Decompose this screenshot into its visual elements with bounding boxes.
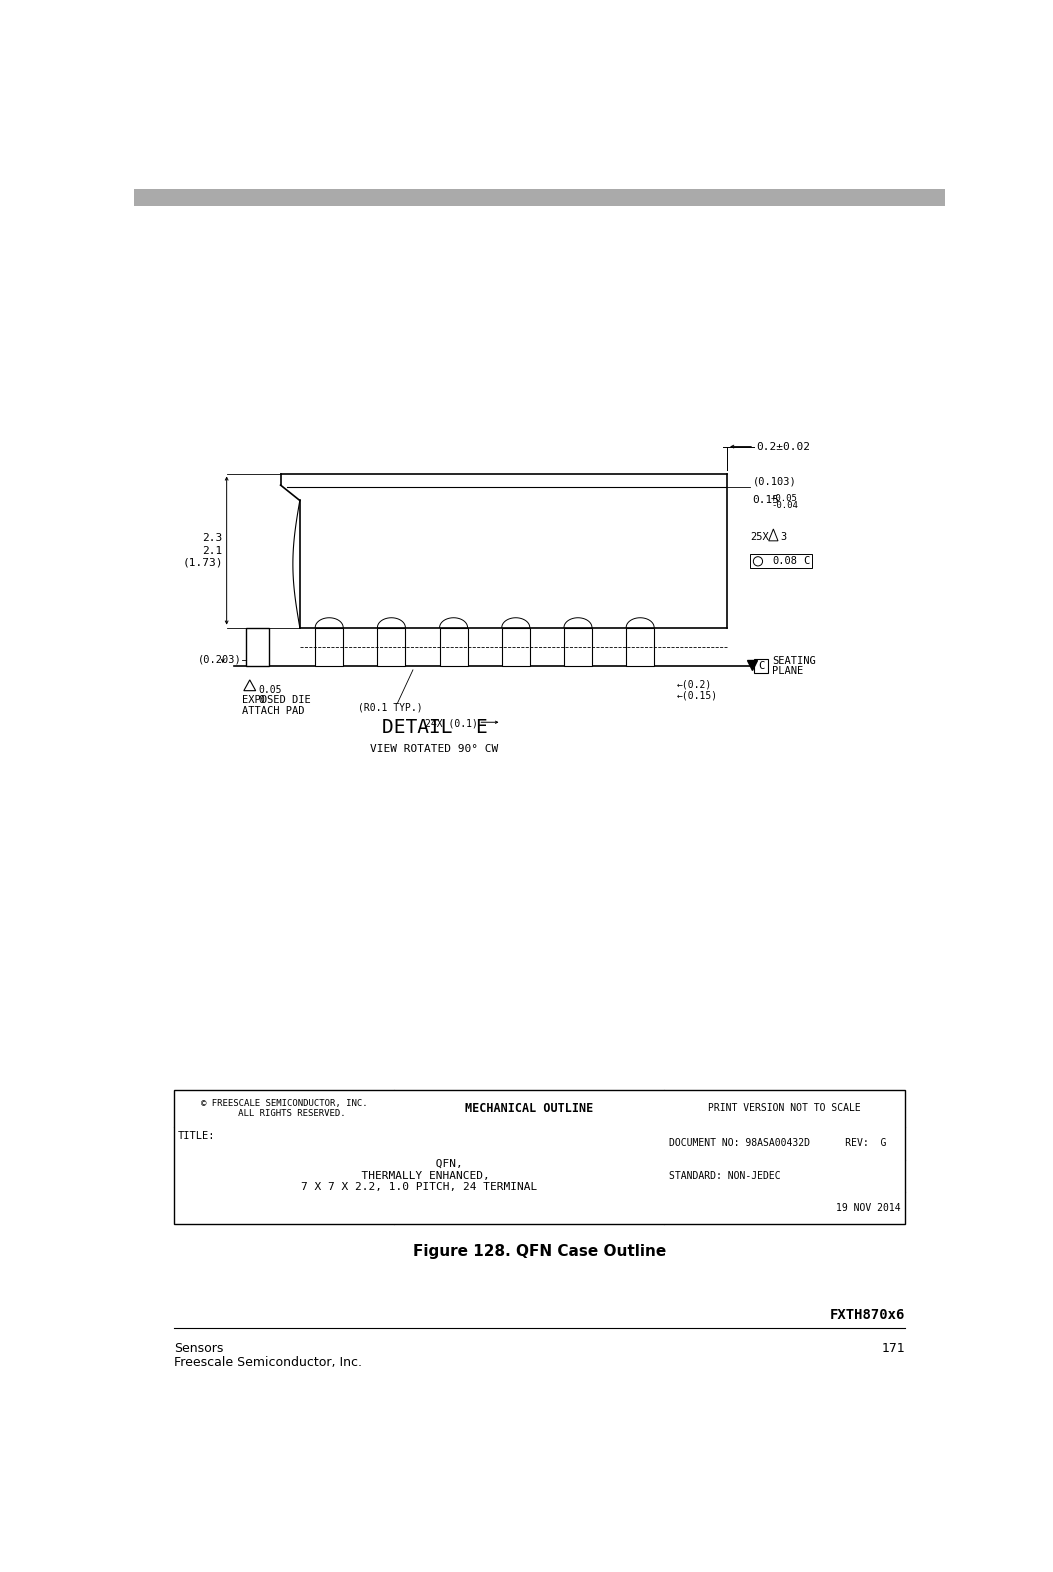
- Text: STANDARD: NON-JEDEC: STANDARD: NON-JEDEC: [669, 1171, 780, 1181]
- Bar: [627, 627, 654, 667]
- Bar: [439, 627, 468, 667]
- Text: TITLE:: TITLE:: [178, 1132, 216, 1141]
- Bar: [502, 627, 530, 667]
- Text: 25X: 25X: [750, 533, 769, 542]
- Bar: [315, 627, 343, 667]
- Text: © FREESCALE SEMICONDUCTOR, INC.
   ALL RIGHTS RESERVED.: © FREESCALE SEMICONDUCTOR, INC. ALL RIGH…: [200, 1099, 367, 1118]
- Text: DETAIL  E: DETAIL E: [381, 718, 488, 737]
- Text: DOCUMENT NO: 98ASA00432D      REV:  G: DOCUMENT NO: 98ASA00432D REV: G: [669, 1138, 886, 1149]
- Bar: [246, 627, 269, 667]
- Text: C: C: [803, 556, 810, 566]
- Bar: [135, 189, 946, 206]
- Text: PLANE: PLANE: [772, 667, 803, 676]
- Text: Figure 128. QFN Case Outline: Figure 128. QFN Case Outline: [413, 1243, 667, 1259]
- Text: MECHANICAL OUTLINE: MECHANICAL OUTLINE: [464, 1102, 593, 1115]
- Text: (R0.1 TYP.): (R0.1 TYP.): [358, 703, 422, 714]
- Text: 24X (0.1): 24X (0.1): [425, 718, 478, 728]
- Text: 3: 3: [780, 533, 787, 542]
- Text: QFN,
  THERMALLY ENHANCED,
7 X 7 X 2.2, 1.0 PITCH, 24 TERMINAL: QFN, THERMALLY ENHANCED, 7 X 7 X 2.2, 1.…: [301, 1159, 537, 1193]
- Text: ←(0.15): ←(0.15): [677, 690, 718, 701]
- Polygon shape: [244, 681, 256, 690]
- Text: 2.3: 2.3: [202, 533, 223, 544]
- Text: 0.08: 0.08: [773, 556, 797, 566]
- Circle shape: [753, 556, 762, 566]
- Bar: [564, 627, 592, 667]
- Bar: [377, 627, 405, 667]
- Text: FXTH870x6: FXTH870x6: [830, 1308, 905, 1322]
- Text: Freescale Semiconductor, Inc.: Freescale Semiconductor, Inc.: [175, 1357, 362, 1369]
- Bar: [750, 555, 812, 567]
- Text: 171: 171: [881, 1342, 905, 1355]
- Text: SEATING: SEATING: [772, 656, 816, 665]
- Text: -0.04: -0.04: [771, 501, 798, 511]
- Text: 0: 0: [258, 695, 264, 704]
- Bar: [175, 1089, 905, 1225]
- Text: C: C: [758, 662, 764, 671]
- Text: +0.05: +0.05: [771, 494, 798, 503]
- Text: Sensors: Sensors: [175, 1342, 223, 1355]
- Text: 0.2±0.02: 0.2±0.02: [756, 442, 811, 451]
- Text: EXPOSED DIE: EXPOSED DIE: [242, 695, 311, 706]
- Text: 19 NOV 2014: 19 NOV 2014: [836, 1203, 900, 1214]
- Text: 2.1: 2.1: [202, 545, 223, 555]
- Polygon shape: [769, 530, 778, 541]
- Text: 0.05: 0.05: [258, 685, 282, 695]
- Text: ←(0.2): ←(0.2): [677, 681, 713, 690]
- Text: 0.15: 0.15: [753, 495, 779, 505]
- Text: (0.103): (0.103): [753, 476, 796, 486]
- Text: VIEW ROTATED 90° CW: VIEW ROTATED 90° CW: [371, 744, 499, 755]
- Bar: [754, 659, 768, 673]
- Text: ATTACH PAD: ATTACH PAD: [242, 706, 304, 717]
- Text: (1.73): (1.73): [182, 558, 223, 567]
- Text: (0.203): (0.203): [198, 656, 242, 665]
- Text: PRINT VERSION NOT TO SCALE: PRINT VERSION NOT TO SCALE: [708, 1104, 861, 1113]
